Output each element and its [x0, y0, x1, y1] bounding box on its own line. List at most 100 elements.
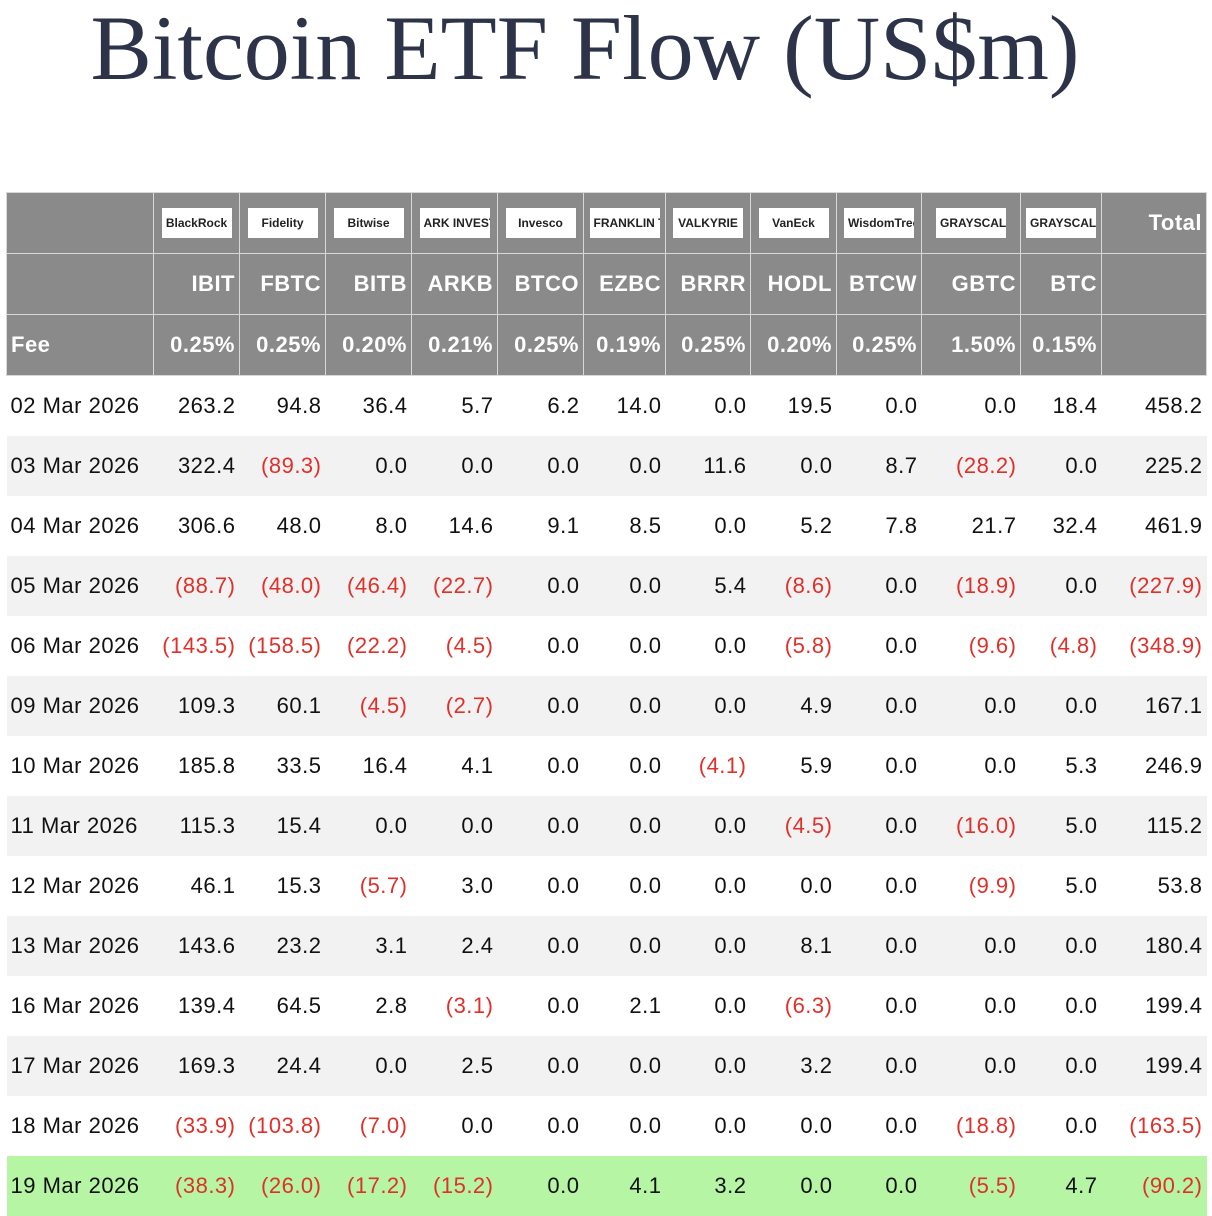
flow-cell: 0.0	[629, 752, 662, 778]
flow-cell: 0.0	[547, 932, 580, 958]
fee: 0.25%	[497, 314, 584, 376]
flow-cell: 0.0	[629, 872, 662, 898]
flow-cell: 33.5	[276, 752, 322, 778]
flow-cell: 0.0	[714, 992, 747, 1018]
flow-cell: 32.4	[1052, 512, 1098, 538]
flow-cell: 0.0	[547, 452, 580, 478]
flow-cell: 11.6	[703, 452, 747, 478]
date-cell: 19 Mar 2026	[10, 1172, 140, 1198]
flow-cell: 5.7	[461, 392, 494, 418]
flow-cell: 5.9	[800, 752, 833, 778]
flow-cell: 0.0	[1065, 572, 1098, 598]
flow-cell: 2.5	[461, 1052, 494, 1078]
flow-cell: 115.3	[179, 812, 236, 838]
flow-cell: 169.3	[177, 1052, 236, 1078]
flow-cell: 3.2	[714, 1172, 747, 1198]
flow-cell: 48.0	[276, 512, 322, 538]
ticker: BRRR	[665, 253, 751, 315]
flow-cell: 53.8	[1157, 872, 1203, 898]
flow-cell: (89.3)	[261, 452, 322, 478]
flow-cell: 0.0	[714, 1112, 747, 1138]
flow-cell: 6.2	[547, 392, 580, 418]
flow-cell: 21.7	[971, 512, 1017, 538]
flow-cell: 263.2	[177, 392, 236, 418]
flow-cell: (8.6)	[784, 572, 833, 598]
flow-cell: 0.0	[461, 812, 494, 838]
date-cell: 06 Mar 2026	[10, 632, 140, 658]
flow-cell: (33.9)	[175, 1112, 236, 1138]
flow-cell: 15.4	[276, 812, 322, 838]
flow-cell: 4.1	[461, 752, 494, 778]
flow-cell: 0.0	[547, 992, 580, 1018]
date-cell: 02 Mar 2026	[10, 392, 140, 418]
fund-logo: VALKYRIE	[673, 208, 743, 238]
flow-cell: (4.5)	[359, 692, 408, 718]
flow-cell: 185.8	[177, 752, 236, 778]
ticker: ARKB	[411, 253, 498, 315]
flow-cell: 0.0	[461, 452, 494, 478]
flow-cell: 8.5	[629, 512, 662, 538]
fund-logo: Fidelity	[247, 208, 318, 238]
flow-cell: 0.0	[1065, 992, 1098, 1018]
flow-cell: 0.0	[714, 512, 747, 538]
flow-cell: 19.5	[787, 392, 833, 418]
flow-cell: 0.0	[885, 992, 918, 1018]
flow-cell: (9.9)	[968, 872, 1017, 898]
flow-cell: 0.0	[885, 812, 918, 838]
flow-cell: 109.3	[177, 692, 236, 718]
flow-row: 10 Mar 2026 185.8 33.5 16.4 4.1 0.0 0.0 (4.1) 5.…	[7, 736, 1207, 796]
flow-cell: 0.0	[629, 932, 662, 958]
flow-cell: 0.0	[885, 1112, 918, 1138]
flow-cell: 0.0	[714, 932, 747, 958]
flow-cell: 36.4	[362, 392, 408, 418]
flow-cell: 0.0	[714, 392, 747, 418]
flow-cell: 0.0	[984, 692, 1017, 718]
flow-cell: 115.2	[1146, 812, 1203, 838]
flow-cell: 199.4	[1144, 1052, 1203, 1078]
flow-row: 05 Mar 2026 (88.7) (48.0) (46.4) (22.7) 0.0 0.…	[6, 555, 1207, 616]
fund-logo: Invesco	[505, 208, 576, 238]
flow-cell: (22.7)	[433, 572, 494, 598]
blank-cell	[6, 192, 154, 254]
flow-cell: 0.0	[984, 392, 1017, 418]
flow-cell: 24.4	[276, 1052, 322, 1078]
flow-cell: 0.0	[629, 812, 662, 838]
fee: 1.50%	[921, 314, 1021, 376]
flow-row: 06 Mar 2026 (143.5) (158.5) (22.2) (4.5) 0.0 0…	[7, 616, 1207, 676]
flow-cell: 8.7	[885, 452, 918, 478]
logo-cell: Fidelity	[239, 192, 326, 254]
fee: 0.20%	[750, 314, 837, 376]
flow-cell: 0.0	[547, 572, 580, 598]
flow-cell: (18.9)	[956, 572, 1017, 598]
flow-cell: 0.0	[375, 1052, 408, 1078]
flow-cell: 0.0	[714, 812, 747, 838]
table-body: 02 Mar 2026 263.2 94.8 36.4 5.7 6.2 14.0 0.0 19.…	[6, 376, 1207, 1216]
flow-cell: (5.5)	[968, 1172, 1017, 1198]
date-cell: 10 Mar 2026	[10, 752, 140, 778]
flow-cell: 0.0	[800, 452, 833, 478]
flow-cell: 9.1	[547, 512, 580, 538]
logo-cell: VanEck	[750, 192, 837, 254]
flow-cell: 143.6	[177, 932, 236, 958]
fee: 0.15%	[1020, 314, 1102, 376]
logo-cell: GRAYSCALE	[1020, 192, 1102, 254]
flow-cell: (38.3)	[175, 1172, 236, 1198]
flow-cell: (158.5)	[248, 632, 322, 658]
flow-cell: 8.1	[800, 932, 833, 958]
date-cell: 17 Mar 2026	[10, 1052, 140, 1078]
flow-cell: 0.0	[984, 992, 1017, 1018]
flow-cell: (163.5)	[1129, 1112, 1203, 1138]
flow-cell: 14.0	[616, 392, 662, 418]
date-cell: 04 Mar 2026	[10, 512, 140, 538]
flow-cell: 0.0	[885, 572, 918, 598]
flow-cell: 0.0	[714, 632, 747, 658]
flow-cell: (7.0)	[359, 1112, 408, 1138]
flow-cell: 461.9	[1144, 512, 1203, 538]
fund-logo: ARK INVEST	[419, 208, 490, 238]
flow-cell: 0.0	[629, 572, 662, 598]
flow-cell: (348.9)	[1129, 632, 1203, 658]
flow-row: 03 Mar 2026 322.4 (89.3) 0.0 0.0 0.0 0.0 11.6 0.…	[6, 435, 1207, 496]
flow-row: 13 Mar 2026 143.6 23.2 3.1 2.4 0.0 0.0 0.0 8.1 0.…	[6, 915, 1207, 976]
flow-cell: 46.1	[190, 872, 236, 898]
